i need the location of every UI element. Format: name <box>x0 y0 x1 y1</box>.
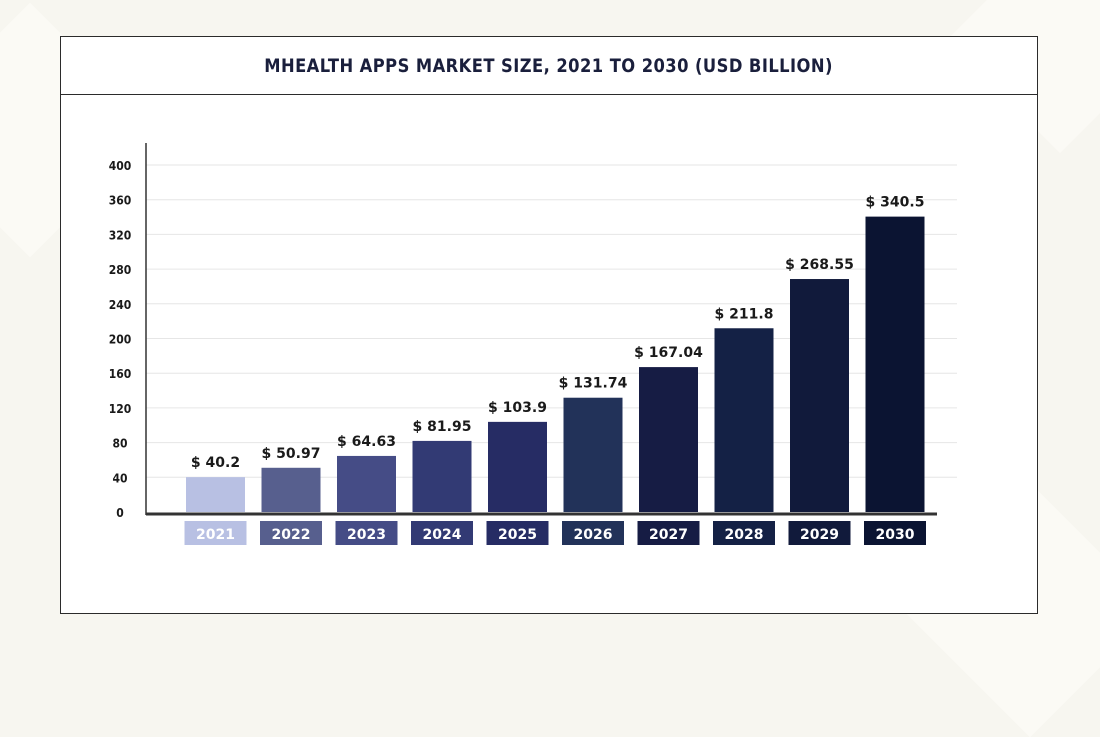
y-tick-label: 40 <box>112 471 127 485</box>
bar <box>186 477 245 512</box>
category-box <box>562 521 624 545</box>
bar-chart: 0 40 80 120 160 200 240 280 320 360 400 $ 40.2 2021 $… <box>109 143 957 545</box>
category-box <box>486 521 549 545</box>
bar <box>714 328 774 512</box>
category-box <box>184 521 247 545</box>
bar <box>412 440 472 512</box>
category-box <box>637 521 700 545</box>
x-tick-label: 2030 <box>876 527 915 543</box>
y-tick-label: 0 <box>116 506 124 520</box>
bar <box>790 279 849 512</box>
x-tick-label: 2029 <box>800 527 839 543</box>
data-label: $ 103.9 <box>488 400 547 416</box>
data-label: $ 131.74 <box>559 376 628 392</box>
y-tick-label: 160 <box>109 367 132 381</box>
y-tick-label: 360 <box>109 194 132 208</box>
y-tick-label: 400 <box>109 159 132 173</box>
x-tick-label: 2026 <box>574 527 613 543</box>
y-tick-label: 320 <box>109 228 132 242</box>
chart-title: MHEALTH APPS MARKET SIZE, 2021 TO 2030 (… <box>264 54 834 77</box>
bar <box>337 455 396 512</box>
data-label: $ 268.55 <box>785 257 854 273</box>
x-tick-label: 2027 <box>649 527 688 543</box>
category-box <box>260 521 322 545</box>
x-tick-label: 2024 <box>423 527 462 543</box>
title-bar: MHEALTH APPS MARKET SIZE, 2021 TO 2030 (… <box>61 37 1037 95</box>
category-box <box>713 521 775 545</box>
data-label: $ 64.63 <box>337 434 396 450</box>
data-label: $ 50.97 <box>262 446 321 462</box>
bar <box>639 367 698 512</box>
category-box <box>335 521 398 545</box>
data-label: $ 40.2 <box>191 455 240 471</box>
data-label: $ 340.5 <box>866 195 925 211</box>
y-tick-label: 120 <box>109 402 132 416</box>
x-tick-label: 2025 <box>498 527 537 543</box>
x-tick-label: 2021 <box>196 527 235 543</box>
bar <box>261 467 321 512</box>
bar <box>488 421 547 512</box>
y-tick-label: 80 <box>112 437 127 451</box>
data-label: $ 211.8 <box>715 306 774 322</box>
y-tick-label: 280 <box>109 263 132 277</box>
x-tick-label: 2022 <box>272 527 311 543</box>
category-box <box>788 521 851 545</box>
data-label: $ 81.95 <box>413 419 472 435</box>
bar <box>563 397 623 512</box>
x-tick-label: 2023 <box>347 527 386 543</box>
y-tick-label: 200 <box>109 333 132 347</box>
data-label: $ 167.04 <box>634 345 703 361</box>
category-box <box>864 521 926 545</box>
bar <box>865 216 925 512</box>
category-box <box>411 521 473 545</box>
y-tick-label: 240 <box>109 298 132 312</box>
x-tick-label: 2028 <box>725 527 764 543</box>
